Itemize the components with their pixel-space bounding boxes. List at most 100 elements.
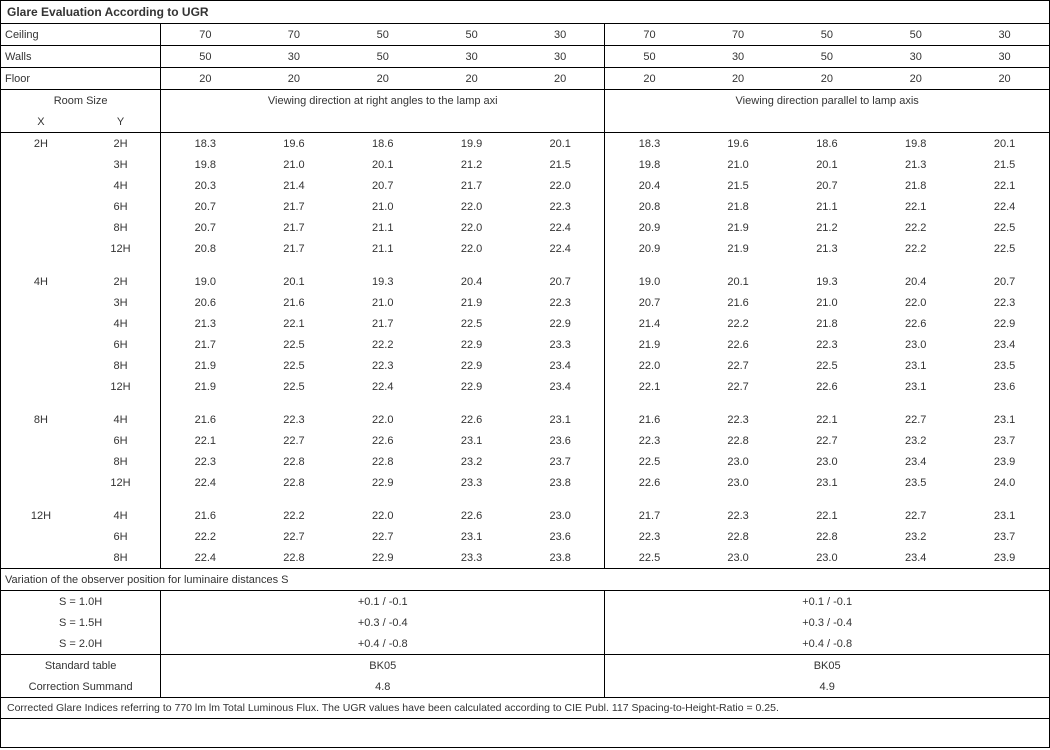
val-l: 20.7 xyxy=(161,217,250,238)
x-val xyxy=(1,217,81,238)
val-l: 21.7 xyxy=(427,175,516,196)
x-val: 8H xyxy=(1,409,81,430)
s-right: +0.1 / -0.1 xyxy=(605,591,1049,613)
val-l: 22.3 xyxy=(250,409,339,430)
x-val: 2H xyxy=(1,133,81,155)
val-l: 22.2 xyxy=(161,526,250,547)
val-r: 20.9 xyxy=(605,217,694,238)
val-r: 23.1 xyxy=(782,472,871,493)
val-r: 23.1 xyxy=(960,505,1049,526)
val-l: 20.4 xyxy=(427,271,516,292)
floor-left-2: 20 xyxy=(338,68,427,90)
val-r: 22.7 xyxy=(694,355,783,376)
footnote: Corrected Glare Indices referring to 770… xyxy=(1,697,1049,719)
val-l: 21.2 xyxy=(427,154,516,175)
val-l: 22.9 xyxy=(516,313,605,334)
ceiling-label: Ceiling xyxy=(1,24,161,46)
val-r: 23.9 xyxy=(960,451,1049,472)
val-r: 23.5 xyxy=(871,472,960,493)
std-table-label: Standard table xyxy=(1,655,161,677)
val-r: 22.1 xyxy=(782,409,871,430)
val-l: 22.4 xyxy=(516,217,605,238)
val-l: 22.8 xyxy=(338,451,427,472)
corr-right: 4.9 xyxy=(605,676,1049,697)
val-l: 23.6 xyxy=(516,430,605,451)
val-r: 21.3 xyxy=(782,238,871,259)
x-val xyxy=(1,472,81,493)
ceiling-right-4: 30 xyxy=(960,24,1049,46)
y-val: 12H xyxy=(81,376,161,397)
val-r: 21.5 xyxy=(960,154,1049,175)
val-r: 23.1 xyxy=(871,355,960,376)
val-r: 21.9 xyxy=(605,334,694,355)
val-l: 22.5 xyxy=(250,355,339,376)
x-val xyxy=(1,376,81,397)
val-l: 22.3 xyxy=(516,196,605,217)
val-r: 23.7 xyxy=(960,430,1049,451)
std-table-right: BK05 xyxy=(605,655,1049,677)
ceiling-left-1: 70 xyxy=(250,24,339,46)
val-l: 21.0 xyxy=(338,196,427,217)
y-val: 8H xyxy=(81,355,161,376)
val-l: 23.2 xyxy=(427,451,516,472)
val-r: 20.1 xyxy=(782,154,871,175)
ugr-table: Glare Evaluation According to UGR Ceilin… xyxy=(0,0,1050,748)
val-l: 22.5 xyxy=(250,334,339,355)
val-l: 18.3 xyxy=(161,133,250,155)
val-l: 22.4 xyxy=(338,376,427,397)
val-l: 22.9 xyxy=(427,334,516,355)
y-val: 4H xyxy=(81,175,161,196)
val-r: 23.0 xyxy=(694,547,783,569)
walls-right-2: 50 xyxy=(782,46,871,68)
val-l: 21.0 xyxy=(338,292,427,313)
val-l: 22.9 xyxy=(427,355,516,376)
val-r: 19.6 xyxy=(694,133,783,155)
val-r: 23.5 xyxy=(960,355,1049,376)
val-r: 23.1 xyxy=(960,409,1049,430)
val-l: 23.6 xyxy=(516,526,605,547)
y-val: 8H xyxy=(81,451,161,472)
val-l: 21.1 xyxy=(338,238,427,259)
val-r: 22.6 xyxy=(605,472,694,493)
val-r: 22.5 xyxy=(960,217,1049,238)
x-val xyxy=(1,313,81,334)
val-l: 22.2 xyxy=(250,505,339,526)
y-val: 4H xyxy=(81,313,161,334)
right-caption: Viewing direction parallel to lamp axis xyxy=(605,90,1049,112)
val-l: 22.3 xyxy=(516,292,605,313)
val-l: 21.6 xyxy=(250,292,339,313)
walls-left-2: 50 xyxy=(338,46,427,68)
val-l: 21.4 xyxy=(250,175,339,196)
val-r: 22.1 xyxy=(782,505,871,526)
val-r: 21.3 xyxy=(871,154,960,175)
room-size-label: Room Size xyxy=(1,90,161,112)
val-l: 23.8 xyxy=(516,547,605,569)
val-r: 22.7 xyxy=(871,505,960,526)
val-r: 19.0 xyxy=(605,271,694,292)
val-r: 22.2 xyxy=(871,238,960,259)
val-r: 22.7 xyxy=(782,430,871,451)
val-l: 21.7 xyxy=(250,238,339,259)
y-label: Y xyxy=(81,111,161,133)
val-l: 20.7 xyxy=(161,196,250,217)
corr-left: 4.8 xyxy=(161,676,605,697)
val-l: 21.7 xyxy=(338,313,427,334)
val-r: 22.1 xyxy=(871,196,960,217)
val-r: 23.6 xyxy=(960,376,1049,397)
val-r: 22.3 xyxy=(782,334,871,355)
s-left: +0.1 / -0.1 xyxy=(161,591,605,613)
val-r: 21.8 xyxy=(871,175,960,196)
val-l: 23.1 xyxy=(427,526,516,547)
val-l: 22.6 xyxy=(338,430,427,451)
val-r: 21.6 xyxy=(694,292,783,313)
s-label: S = 1.0H xyxy=(1,591,161,613)
val-r: 22.0 xyxy=(605,355,694,376)
val-l: 23.3 xyxy=(427,547,516,569)
val-r: 22.8 xyxy=(782,526,871,547)
val-l: 22.7 xyxy=(338,526,427,547)
val-l: 22.8 xyxy=(250,451,339,472)
val-r: 22.5 xyxy=(605,451,694,472)
val-l: 22.9 xyxy=(338,547,427,569)
val-r: 22.3 xyxy=(605,526,694,547)
val-l: 22.0 xyxy=(338,505,427,526)
